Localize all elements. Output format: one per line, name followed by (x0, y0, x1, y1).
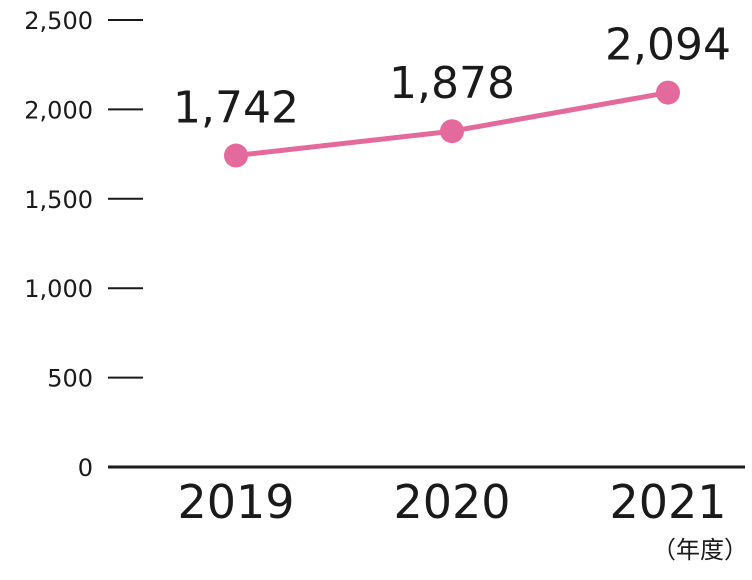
data-point (224, 143, 248, 168)
y-tick-label: 2,000 (24, 96, 93, 124)
data-point (656, 80, 680, 105)
data-label: 1,742 (173, 83, 299, 134)
y-tick-label: 0 (78, 454, 93, 482)
data-point (440, 119, 464, 144)
x-axis: 2019 2020 2021 (177, 475, 726, 529)
x-tick-label: 2019 (177, 475, 294, 529)
y-tick-label: 1,000 (24, 275, 93, 303)
x-tick-label: 2021 (609, 475, 726, 529)
data-label: 1,878 (389, 58, 515, 109)
y-tick-label: 2,500 (24, 7, 93, 35)
x-axis-unit-label: （年度） (652, 536, 748, 564)
y-axis: 0 500 1,000 1,500 2,000 2,500 (24, 7, 143, 482)
y-tick-label: 500 (47, 365, 93, 393)
series-group: 1,742 1,878 2,094 (173, 20, 731, 168)
y-tick-label: 1,500 (24, 186, 93, 214)
x-tick-label: 2020 (393, 475, 510, 529)
data-label: 2,094 (605, 20, 731, 71)
